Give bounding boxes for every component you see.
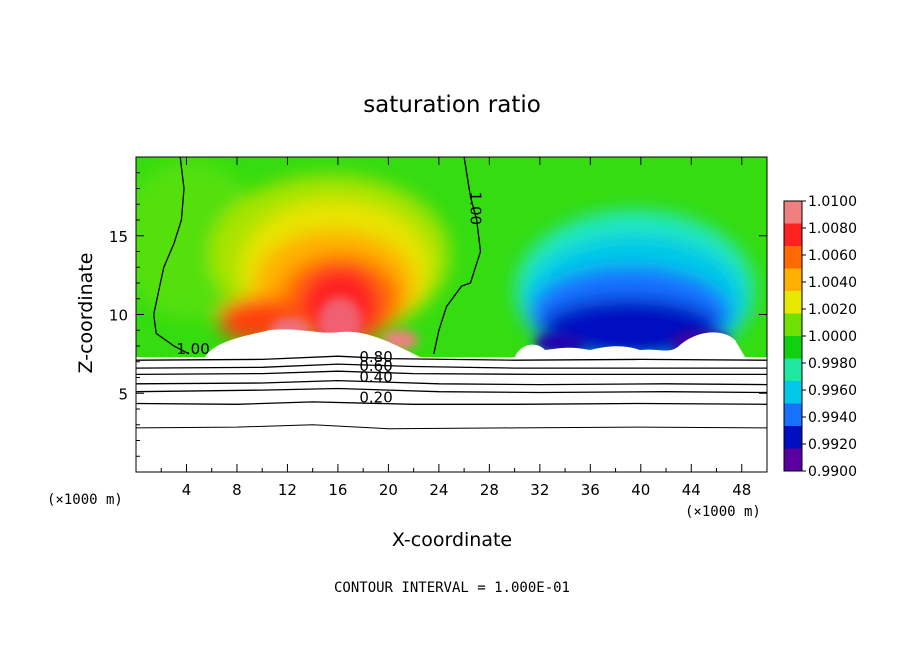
- colorbar-swatch: [784, 403, 802, 427]
- colorbar-label: 0.9960: [808, 383, 857, 399]
- contour-labels: 1.00 1.00 0.800.600.40 0.20: [176, 192, 484, 407]
- contour-line-0-10-8: [135, 424, 768, 430]
- contour-label: 1.00: [176, 340, 209, 358]
- contour-line-1-00-1: [433, 156, 482, 355]
- contour-line-0-60-3: [135, 363, 767, 369]
- contour-lines: [135, 156, 768, 430]
- colorbar-swatch: [784, 201, 802, 224]
- contour-label: 0.60: [359, 357, 392, 375]
- colorbar-swatch: [784, 448, 802, 472]
- x-tick-label: 20: [379, 481, 398, 499]
- colorbar-swatch: [784, 426, 802, 449]
- x-tick-label: 8: [232, 481, 242, 499]
- colorbar-label: 1.0000: [808, 329, 857, 345]
- colorbar-swatch: [784, 223, 802, 247]
- colorbar-label: 1.0080: [808, 221, 857, 237]
- y-axis-label: Z-coordinate: [75, 253, 97, 374]
- x-tick-label: 44: [682, 481, 701, 499]
- x-tick-label: 32: [530, 481, 549, 499]
- colorbar-label: 0.9980: [808, 356, 857, 372]
- heatmap-field: [136, 157, 767, 357]
- x-tick-label: 16: [328, 481, 347, 499]
- colorbar-label: 0.9940: [808, 410, 857, 426]
- contour-line-1-00-0: [153, 156, 190, 355]
- contour-line-0-50-4: [135, 370, 767, 376]
- colorbar-swatch: [784, 381, 802, 404]
- colorbar-label: 0.9920: [808, 437, 857, 453]
- colorbar-swatch: [784, 268, 802, 292]
- x-tick-label: 24: [429, 481, 448, 499]
- colorbar-label: 0.9900: [808, 464, 857, 480]
- contour-line-0-40-5: [135, 379, 768, 386]
- y-tick-label: 5: [118, 385, 128, 403]
- x-axis-label: X-coordinate: [392, 529, 512, 551]
- contour-label: 1.00: [466, 192, 484, 225]
- y-axis-ticks: 5 10 15: [109, 172, 767, 457]
- colorbar-swatch: [784, 358, 802, 382]
- colorbar-swatch: [784, 336, 802, 359]
- x-tick-label: 12: [278, 481, 297, 499]
- colorbar-swatch: [784, 246, 802, 269]
- colorbar: 1.0100 1.0080 1.0060 1.0040 1.0020 1.0000 0.99…: [783, 194, 857, 480]
- contour-line-0-20-7: [135, 401, 768, 405]
- y-tick-label: 10: [109, 307, 128, 325]
- chart-title: saturation ratio: [363, 92, 541, 118]
- x-tick-label: 36: [581, 481, 600, 499]
- x-tick-label: 4: [182, 481, 192, 499]
- contour-line-0-30-6: [135, 387, 768, 394]
- contour-interval-note: CONTOUR INTERVAL = 1.000E-01: [334, 580, 570, 596]
- x-tick-label: 48: [732, 481, 751, 499]
- colorbar-label: 1.0060: [808, 248, 857, 264]
- x-unit-left: (×1000 m): [47, 492, 123, 508]
- colorbar-label: 1.0020: [808, 302, 857, 318]
- contour-label: 0.20: [359, 389, 392, 407]
- colorbar-swatch: [784, 313, 802, 337]
- colorbar-swatch: [784, 291, 802, 314]
- x-tick-label: 40: [631, 481, 650, 499]
- colorbar-label: 1.0040: [808, 275, 857, 291]
- x-unit-right: (×1000 m): [685, 504, 761, 520]
- contour-label: 0.40: [359, 368, 392, 386]
- x-axis-ticks: 4 8 12 16 20 24 28 32 36 40 44 48: [160, 157, 751, 499]
- x-tick-label: 28: [480, 481, 499, 499]
- contour-label: 0.80: [359, 348, 392, 366]
- y-tick-label: 15: [109, 228, 128, 246]
- contour-line-0-80-2: [135, 355, 768, 361]
- colorbar-label: 1.0100: [808, 194, 857, 210]
